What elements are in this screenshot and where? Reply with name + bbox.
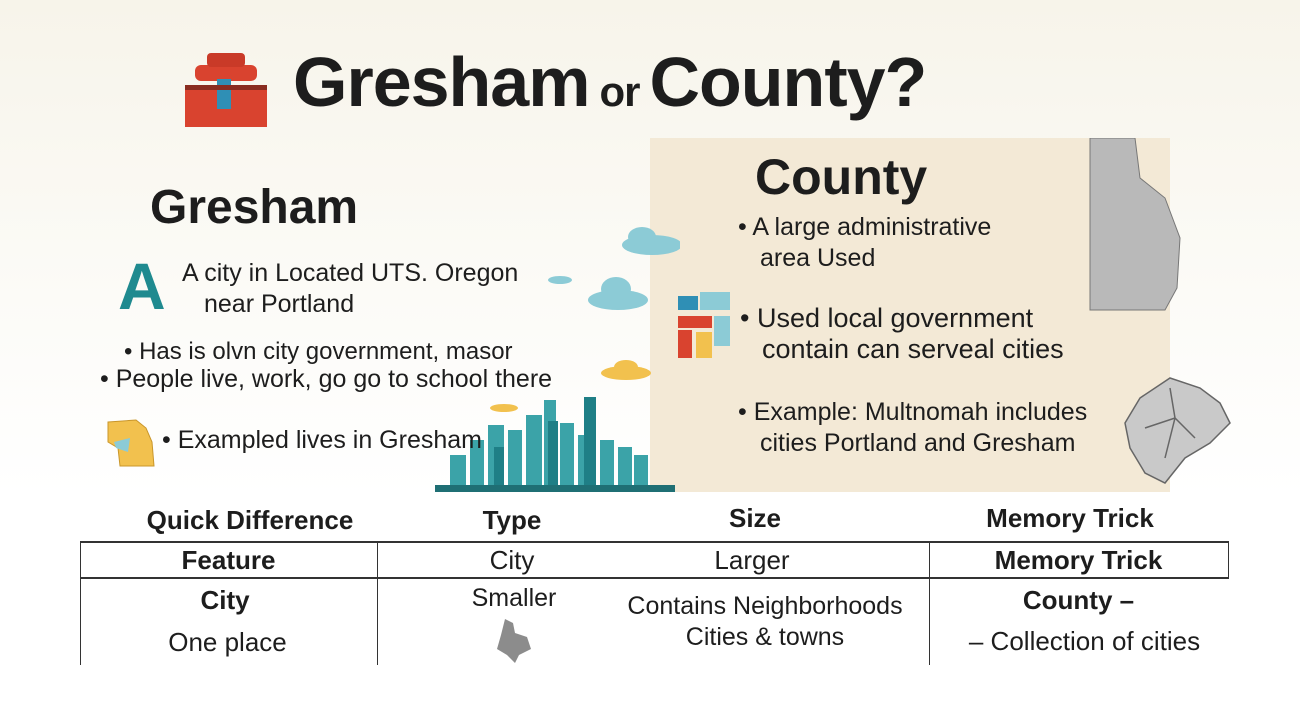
cell-city-type: City (489, 545, 535, 575)
title-or: or (599, 68, 640, 115)
table-border-right (1228, 541, 1229, 579)
city-shape-icon (497, 619, 531, 663)
title-county: County? (649, 43, 927, 121)
county-bullet-2-line-1: • Used local government (740, 303, 1034, 333)
county-bullet-1-line-2: area Used (760, 244, 876, 272)
gresham-description: A city in Located UTS. Oregon near Portla… (182, 258, 518, 320)
table-col-divider-1 (377, 541, 378, 665)
cell-smaller: Smaller (471, 584, 557, 612)
county-map-icon (1089, 138, 1231, 484)
gresham-heading: Gresham (150, 181, 359, 234)
cell-one-place: One place (168, 627, 287, 657)
table-border-top (80, 541, 1229, 543)
cell-contains-neighborhoods: Contains Neighborhoods (627, 592, 903, 620)
blocks-icon (678, 292, 732, 358)
cell-feature: Feature (181, 545, 276, 575)
county-bullet-1-line-1: • A large administrative (738, 213, 992, 241)
big-letter-a: A (118, 249, 166, 323)
cell-collection-of-cities: – Collection of cities (968, 626, 1201, 656)
county-bullet-1: • A large administrative area Used (738, 212, 991, 274)
cell-cities-towns: Cities & towns (685, 623, 845, 651)
cell-memory-trick: Memory Trick (994, 545, 1163, 575)
table-row-divider (80, 577, 1229, 579)
table-border-left (80, 541, 81, 665)
gresham-description-line-2: near Portland (204, 290, 355, 318)
tower-icon (185, 45, 267, 127)
cell-county: County – (1022, 585, 1135, 615)
table-header-quick-difference: Quick Difference (146, 505, 354, 535)
title-gresham: Gresham (293, 43, 590, 121)
cell-larger: Larger (714, 545, 790, 575)
gresham-description-line-1: A city in Located UTS. Oregon (182, 259, 519, 287)
oregon-map-icon (106, 418, 156, 473)
skyline-illustration (435, 227, 680, 492)
county-bullet-2: • Used local government contain can serve… (740, 303, 1064, 365)
county-bullet-3-line-1: • Example: Multnomah includes (738, 398, 1088, 426)
table-header-type: Type (482, 505, 542, 535)
county-heading: County (755, 149, 928, 205)
county-panel (650, 138, 1170, 492)
table-header-size: Size (728, 503, 782, 533)
county-bullet-3-line-2: cities Portland and Gresham (760, 429, 1076, 457)
county-bullet-2-line-2: contain can serveal cities (762, 334, 1064, 364)
table-header-memory-trick: Memory Trick (986, 503, 1154, 533)
county-bullet-3: • Example: Multnomah includes cities Port… (738, 397, 1087, 459)
page-title: Gresham or County? (293, 42, 927, 122)
table-col-divider-2 (929, 541, 930, 665)
cell-city: City (200, 585, 250, 615)
gresham-bullet-3: • Exampled lives in Gresham (162, 426, 482, 454)
gresham-bullet-2: • People live, work, go go to school the… (100, 365, 553, 393)
gresham-bullet-1: • Has is olvn city government, masor (124, 338, 513, 365)
